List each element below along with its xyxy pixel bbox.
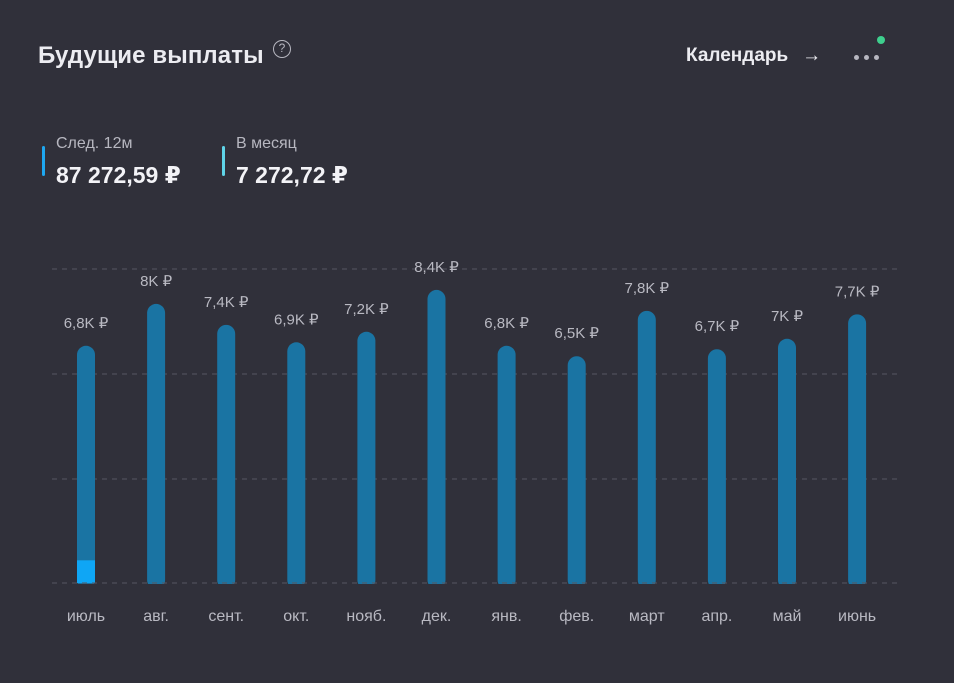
bar-value-label: 7,8K ₽ (625, 280, 670, 297)
stat-label: В месяц (236, 135, 297, 152)
bar-value-label: 6,9K ₽ (274, 311, 319, 328)
more-options-button[interactable] (852, 46, 882, 68)
bar-value-label: 8,4K ₽ (414, 259, 459, 276)
bar-9[interactable] (707, 349, 726, 589)
baseline-mask (0, 584, 954, 592)
x-tick-label: май (773, 608, 802, 625)
x-tick-label: дек. (422, 608, 452, 625)
x-tick-label: июль (67, 608, 105, 625)
stat-value: 87 272,59 ₽ (56, 162, 181, 188)
bar-1[interactable] (147, 303, 166, 589)
stat-next-12m: След. 12м 87 272,59 ₽ (42, 134, 181, 189)
arrow-right-icon: → (802, 45, 822, 66)
bar-value-label: 6,5K ₽ (554, 325, 599, 342)
bar-11[interactable] (848, 314, 867, 589)
x-tick-label: сент. (208, 608, 244, 625)
stat-color-marker (42, 146, 45, 176)
x-tick-label: окт. (283, 608, 309, 625)
stat-color-marker (222, 146, 225, 176)
bar-value-label: 7,4K ₽ (204, 294, 249, 311)
x-tick-label: янв. (491, 608, 521, 625)
x-tick-label: фев. (559, 608, 594, 625)
stat-label: След. 12м (56, 135, 133, 152)
bar-value-label: 6,7K ₽ (695, 318, 740, 335)
x-tick-label: апр. (701, 608, 732, 625)
bar-3[interactable] (287, 342, 306, 589)
question-circle-icon[interactable]: ? (273, 40, 291, 58)
bar-value-label: 7,7K ₽ (835, 283, 880, 300)
bar-4[interactable] (357, 331, 376, 589)
bar-value-label: 7K ₽ (771, 308, 804, 325)
bar-0[interactable] (77, 345, 95, 589)
bar-10[interactable] (778, 338, 796, 589)
card-title: Будущие выплаты (38, 42, 264, 69)
bar-value-label: 7,2K ₽ (344, 301, 389, 318)
bar-7[interactable] (567, 356, 586, 589)
bar-8[interactable] (637, 310, 656, 589)
stat-per-month: В месяц 7 272,72 ₽ (222, 134, 348, 189)
bar-value-label: 6,8K ₽ (64, 315, 109, 332)
ellipsis-icon (864, 55, 869, 60)
ellipsis-icon (874, 55, 879, 60)
bar-5[interactable] (427, 289, 446, 589)
x-tick-label: март (629, 608, 665, 625)
bar-2[interactable] (217, 324, 236, 589)
bar-value-label: 8K ₽ (140, 273, 173, 290)
bar-received-0 (77, 560, 95, 583)
notification-dot (877, 36, 885, 44)
x-tick-label: авг. (143, 608, 169, 625)
stat-value: 7 272,72 ₽ (236, 162, 348, 188)
calendar-link-label: Календарь (686, 45, 789, 66)
ellipsis-icon (854, 55, 859, 60)
calendar-link[interactable]: Календарь → (686, 45, 821, 67)
bar-value-label: 6,8K ₽ (484, 315, 529, 332)
bar-6[interactable] (497, 345, 516, 589)
x-tick-label: нояб. (346, 608, 386, 625)
x-tick-label: июнь (838, 608, 876, 625)
